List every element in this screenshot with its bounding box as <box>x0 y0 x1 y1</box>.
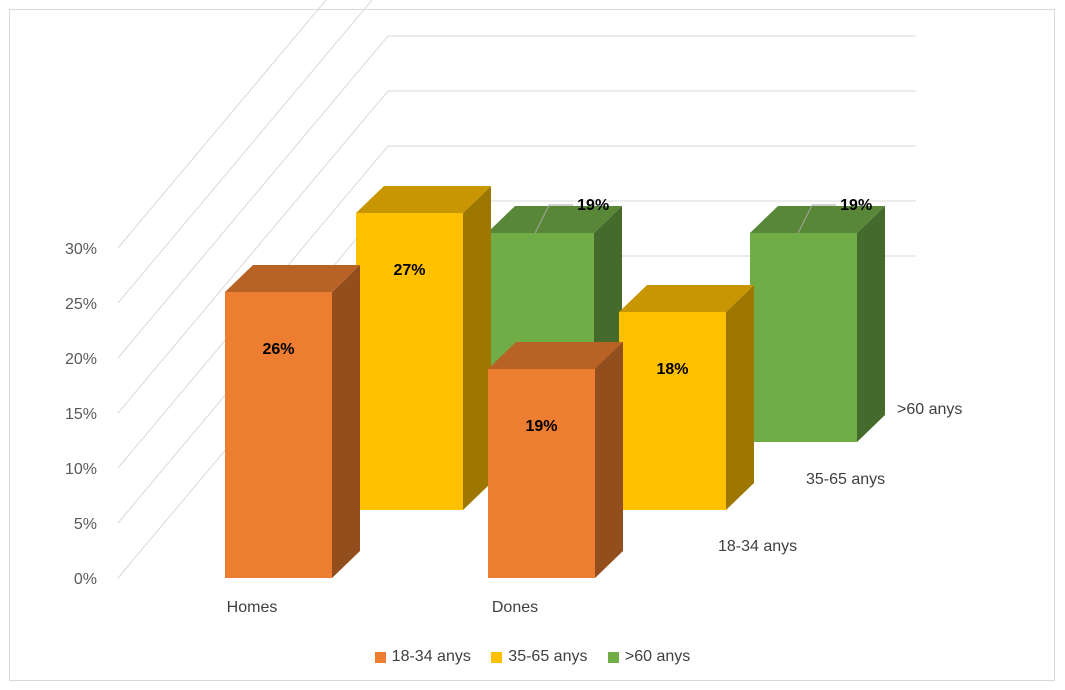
bar-side-s1-c1 <box>726 285 754 510</box>
y-tick-label-1: 5% <box>74 516 97 533</box>
bar-front-s2-c1 <box>750 233 857 442</box>
bar-top-s0-c1 <box>488 342 623 369</box>
data-label-s0-c1: 19% <box>525 418 557 435</box>
bar-side-s0-c0 <box>332 265 360 578</box>
data-label-s2-c1: 19% <box>840 197 872 214</box>
data-label-s2-c0: 19% <box>577 197 609 214</box>
bar-front-s0-c1 <box>488 369 595 578</box>
y-tick-label-0: 0% <box>74 571 97 588</box>
bar-front-s0-c0 <box>225 292 332 578</box>
x-category-label-0: Homes <box>227 599 278 616</box>
data-label-s1-c1: 18% <box>656 361 688 378</box>
grid-diagonal-3 <box>117 90 389 414</box>
x-category-label-1: Dones <box>492 599 538 616</box>
legend-label-35-65: 35-65 anys <box>508 648 588 665</box>
grid-diagonal-4 <box>117 35 389 359</box>
legend-item-60: >60 anys <box>607 648 691 666</box>
depth-label-1: 35-65 anys <box>806 471 885 488</box>
y-tick-label-2: 10% <box>65 461 97 478</box>
grid-diagonal-6 <box>117 0 327 249</box>
bar-top-s0-c0 <box>225 265 360 292</box>
bar-side-s0-c1 <box>595 342 623 578</box>
data-label-s1-c0: 27% <box>393 262 425 279</box>
legend-swatch-35-65 <box>491 651 503 663</box>
y-tick-label-5: 25% <box>65 296 97 313</box>
legend-swatch-60 <box>607 651 619 663</box>
data-label-s0-c0: 26% <box>262 341 294 358</box>
y-tick-label-3: 15% <box>65 406 97 423</box>
bar-top-s1-c1 <box>619 285 754 312</box>
depth-label-2: >60 anys <box>897 401 962 418</box>
y-tick-label-6: 30% <box>65 241 97 258</box>
data-label-leader-s2-c1 <box>797 204 837 234</box>
grid-diagonal-5 <box>117 0 373 304</box>
legend-label-60: >60 anys <box>624 648 691 665</box>
legend-item-18-34: 18-34 anys <box>374 648 471 666</box>
y-tick-label-4: 20% <box>65 351 97 368</box>
bar-front-s1-c0 <box>356 213 463 510</box>
legend: 18-34 anys 35-65 anys >60 anys <box>0 648 1065 668</box>
legend-label-18-34: 18-34 anys <box>391 648 471 665</box>
bar-top-s2-c1 <box>750 206 885 233</box>
bar-top-s2-c0 <box>487 206 622 233</box>
bar-top-s1-c0 <box>356 186 491 213</box>
legend-item-35-65: 35-65 anys <box>491 648 587 666</box>
bar-side-s1-c0 <box>463 186 491 510</box>
data-label-leader-s2-c0 <box>534 204 574 234</box>
bar-side-s2-c1 <box>857 206 885 442</box>
bar-front-s1-c1 <box>619 312 726 510</box>
depth-label-0: 18-34 anys <box>718 538 797 555</box>
legend-swatch-18-34 <box>374 651 386 663</box>
